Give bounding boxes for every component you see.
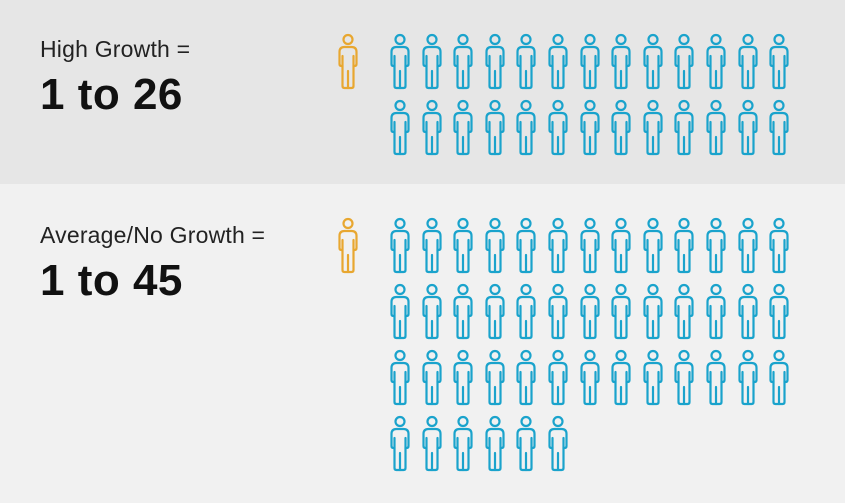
person-icon xyxy=(483,99,507,156)
average-growth-panel: Average/No Growth = 1 to 45 xyxy=(0,184,845,503)
person-icon xyxy=(388,415,412,472)
person-icon xyxy=(672,217,696,274)
person-icon xyxy=(609,349,633,406)
person-icon xyxy=(767,349,791,406)
highlight-person-icon xyxy=(336,33,360,90)
person-icon xyxy=(736,349,760,406)
person-icon xyxy=(514,33,538,90)
person-icon xyxy=(451,217,475,274)
person-icon xyxy=(483,415,507,472)
person-icon xyxy=(704,283,728,340)
person-icon xyxy=(420,283,444,340)
person-icon xyxy=(420,99,444,156)
person-icon xyxy=(514,283,538,340)
person-icon xyxy=(578,349,602,406)
person-icon xyxy=(767,33,791,90)
person-icon xyxy=(514,349,538,406)
person-icon xyxy=(609,99,633,156)
person-icon xyxy=(546,217,570,274)
person-icon xyxy=(388,33,412,90)
person-icon xyxy=(388,283,412,340)
person-icon xyxy=(736,99,760,156)
person-icon xyxy=(641,33,665,90)
person-icon xyxy=(420,33,444,90)
person-icon xyxy=(672,33,696,90)
person-icon xyxy=(451,33,475,90)
person-icon xyxy=(514,415,538,472)
person-icon xyxy=(578,217,602,274)
person-icon xyxy=(672,283,696,340)
person-icon xyxy=(641,349,665,406)
person-icon xyxy=(546,415,570,472)
highlight-person-icon xyxy=(336,217,360,274)
person-icon xyxy=(704,33,728,90)
person-icon xyxy=(641,99,665,156)
person-icon xyxy=(546,99,570,156)
person-icon xyxy=(641,217,665,274)
person-icon xyxy=(388,349,412,406)
high-growth-ratio: 1 to 26 xyxy=(40,70,183,119)
average-growth-ratio: 1 to 45 xyxy=(40,256,183,305)
person-icon xyxy=(641,283,665,340)
person-icon xyxy=(451,415,475,472)
person-icon xyxy=(704,99,728,156)
person-icon xyxy=(451,349,475,406)
person-icon xyxy=(546,283,570,340)
person-icon xyxy=(767,283,791,340)
person-icon xyxy=(767,217,791,274)
person-icon xyxy=(736,217,760,274)
person-icon xyxy=(388,99,412,156)
person-icon xyxy=(578,99,602,156)
person-icon xyxy=(672,99,696,156)
person-icon xyxy=(483,33,507,90)
person-icon xyxy=(483,283,507,340)
person-icon xyxy=(609,217,633,274)
person-icon xyxy=(483,349,507,406)
person-icon xyxy=(514,99,538,156)
person-icon xyxy=(609,283,633,340)
person-icon xyxy=(546,349,570,406)
person-icon xyxy=(420,349,444,406)
person-icon xyxy=(451,99,475,156)
person-icon xyxy=(514,217,538,274)
person-icon xyxy=(420,415,444,472)
person-icon xyxy=(736,283,760,340)
person-icon xyxy=(672,349,696,406)
high-growth-panel: High Growth = 1 to 26 xyxy=(0,0,845,184)
person-icon xyxy=(704,349,728,406)
person-icon xyxy=(736,33,760,90)
person-icon xyxy=(767,99,791,156)
person-icon xyxy=(578,283,602,340)
person-icon xyxy=(388,217,412,274)
person-icon xyxy=(546,33,570,90)
person-icon xyxy=(420,217,444,274)
person-icon xyxy=(609,33,633,90)
average-growth-label: Average/No Growth = xyxy=(40,222,266,248)
high-growth-label: High Growth = xyxy=(40,36,191,62)
person-icon xyxy=(451,283,475,340)
person-icon xyxy=(578,33,602,90)
person-icon xyxy=(704,217,728,274)
person-icon xyxy=(483,217,507,274)
